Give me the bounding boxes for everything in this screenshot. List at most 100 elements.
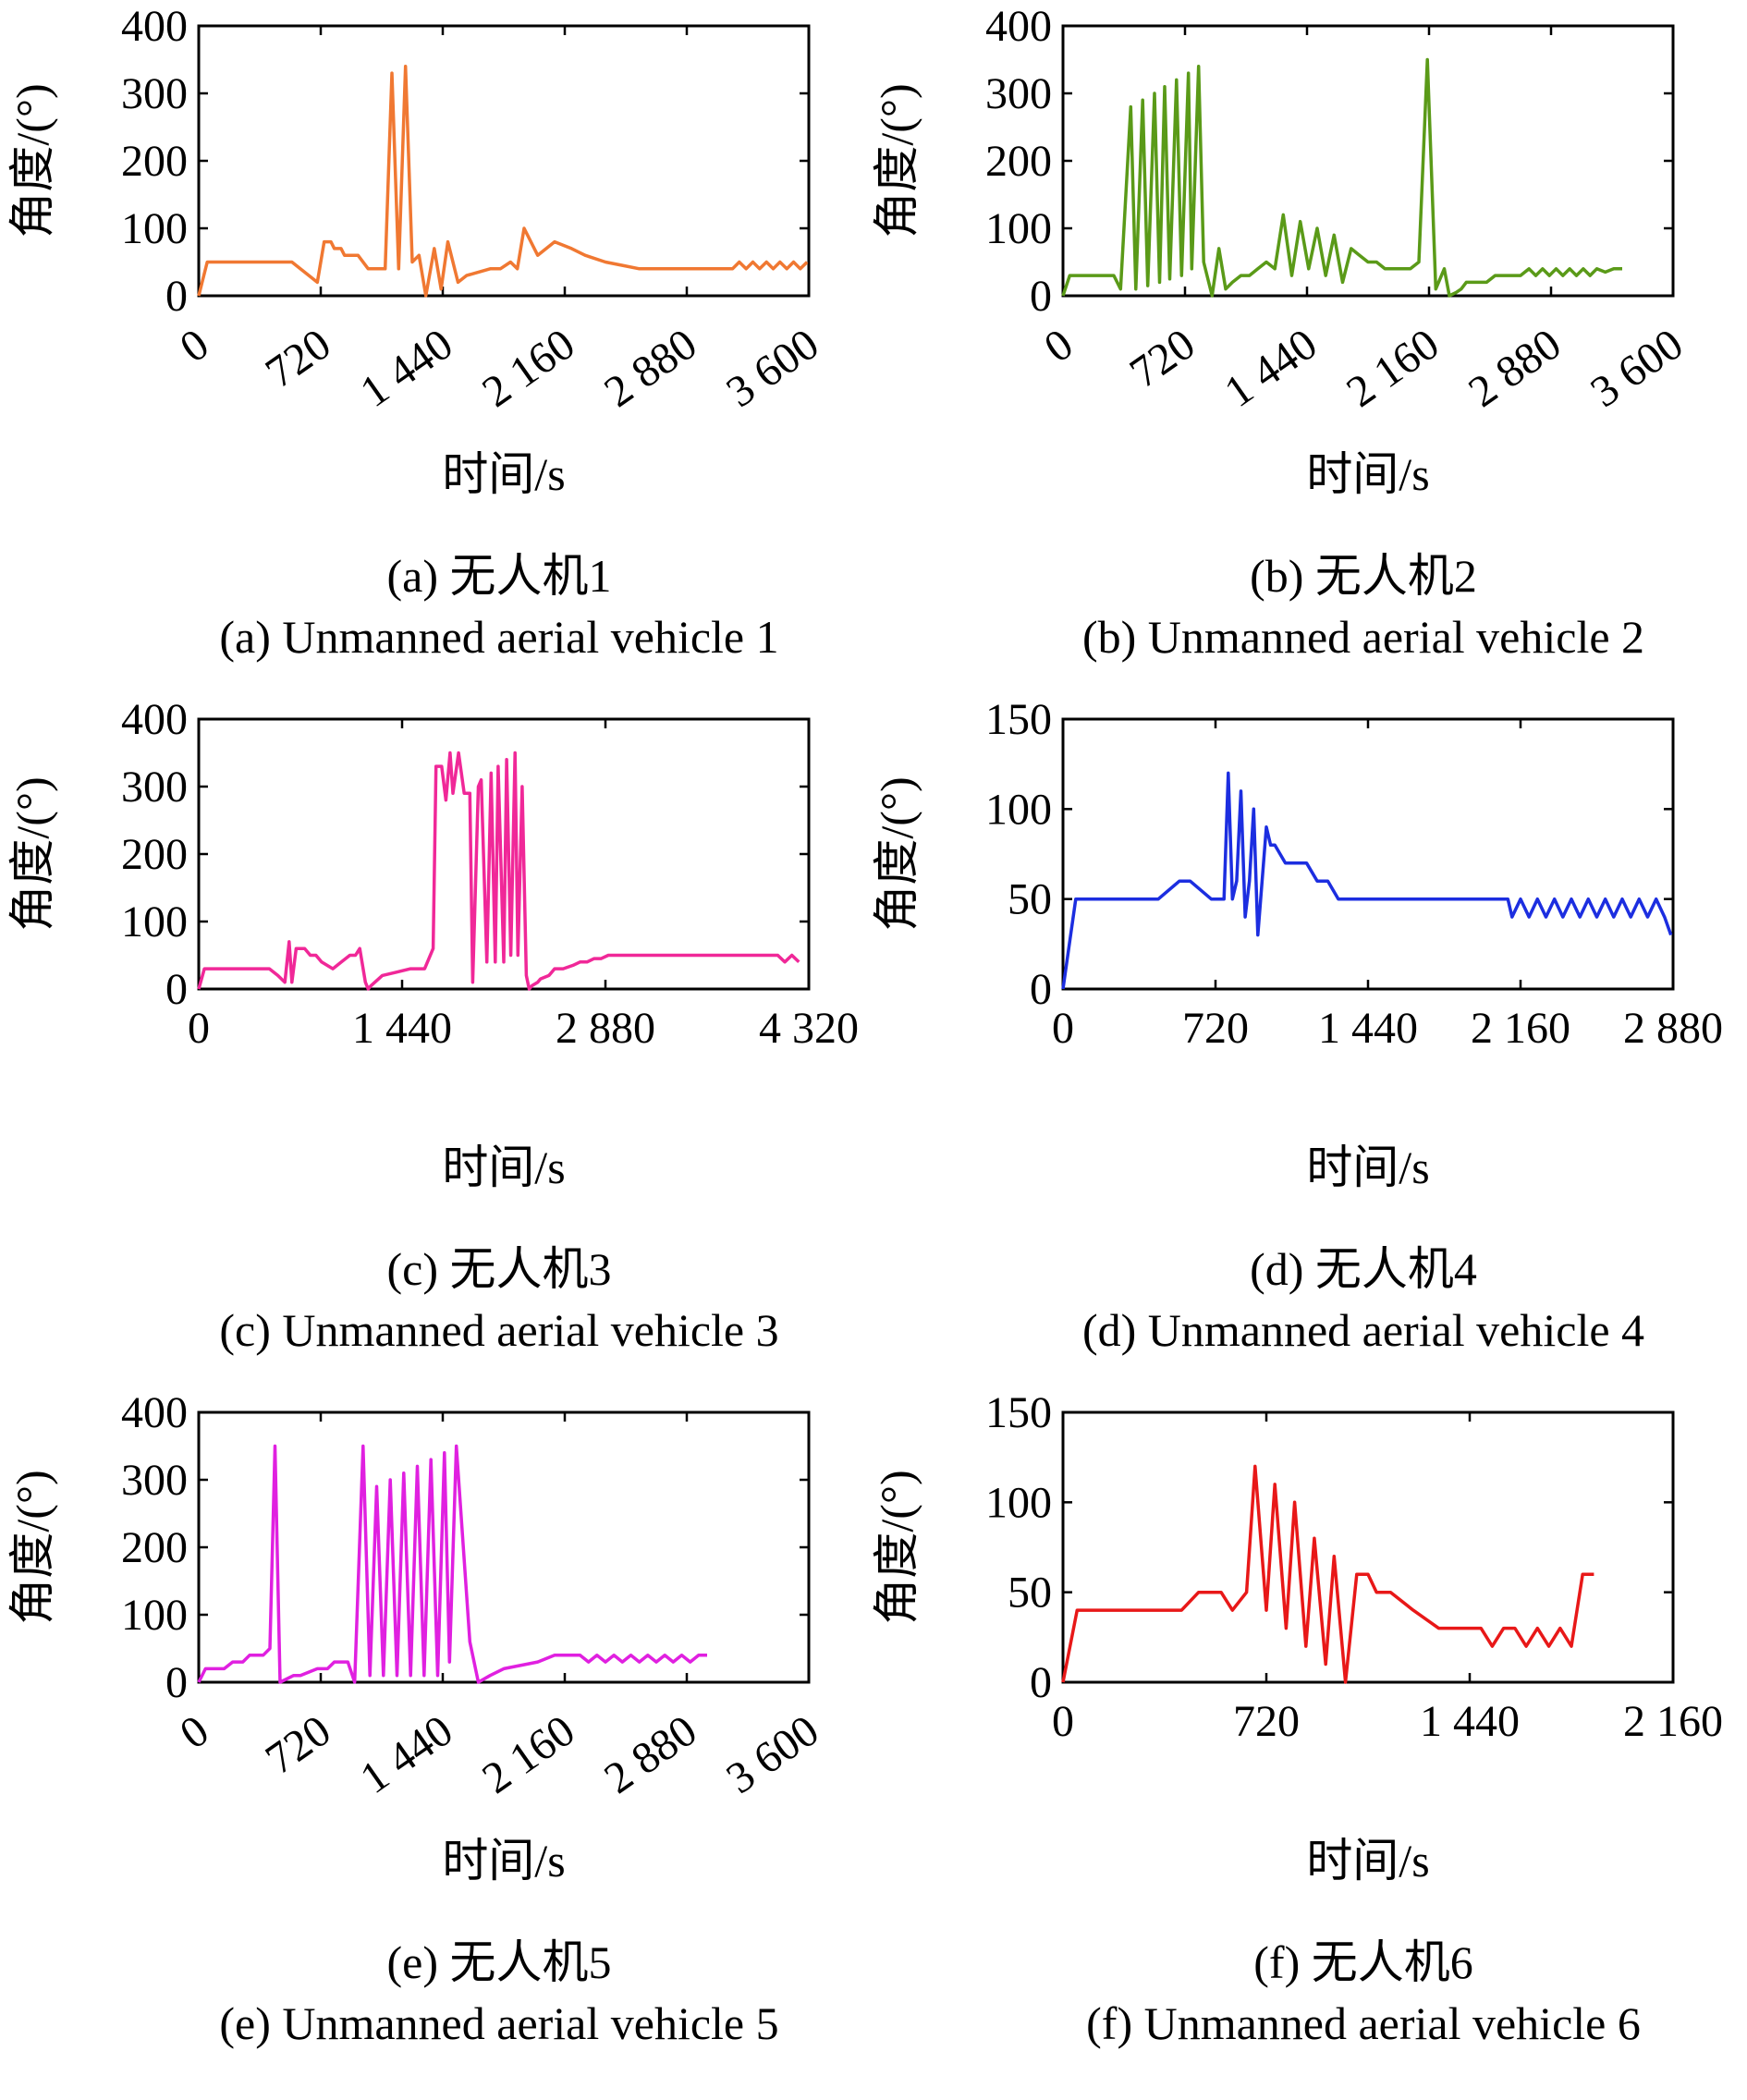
x-axis-label: 时间/s	[442, 448, 565, 500]
y-axis-label: 角度/(°)	[6, 776, 58, 931]
x-axis-label: 时间/s	[442, 1835, 565, 1886]
series-line-1	[197, 751, 800, 991]
x-tick-label: 720	[257, 320, 339, 398]
x-axis-label: 时间/s	[1306, 448, 1429, 500]
y-tick-label: 0	[1030, 1658, 1052, 1707]
y-tick-label: 400	[121, 1388, 188, 1437]
x-tick-label: 1 440	[351, 320, 461, 417]
chart-panel-6: 0 50 100 150 0 720 1 440 2 160 角度/(°) 时间/s (f) 无人机…	[871, 1388, 1723, 2049]
y-tick-label: 0	[165, 1658, 188, 1707]
y-tick-label: 0	[165, 272, 188, 321]
y-axis-label: 角度/(°)	[6, 1470, 58, 1624]
x-tick-label: 3 600	[717, 320, 827, 417]
chart-panel-1: 0 100 200 300 400 0 720 1 440 2 160 2 880 3 600 角度/…	[6, 2, 827, 663]
x-tick-label: 2 160	[1623, 1697, 1723, 1746]
x-tick-label: 2 160	[473, 320, 583, 417]
y-axis-label: 角度/(°)	[871, 83, 922, 238]
chart-panel-3: 0 100 200 300 400 0 1 440 2 880 4 320 角度/(°) 时间/s (…	[6, 695, 859, 1356]
y-tick-label: 100	[985, 1478, 1052, 1527]
x-tick-label: 2 160	[1338, 320, 1448, 417]
caption-chinese: (e) 无人机5	[387, 1936, 612, 1988]
caption-chinese: (c) 无人机3	[387, 1243, 612, 1295]
series-line-1	[1061, 771, 1673, 990]
plot-frame	[1061, 717, 1675, 991]
caption-chinese: (f) 无人机6	[1253, 1936, 1472, 1988]
y-tick-label: 200	[121, 137, 188, 186]
y-tick-label: 200	[121, 830, 188, 879]
y-tick-label: 0	[1030, 965, 1052, 1014]
plot-frame	[1061, 1410, 1675, 1684]
y-tick-label: 100	[121, 204, 188, 253]
caption-english: (c) Unmanned aerial vehicle 3	[219, 1304, 778, 1356]
x-tick-label: 3 600	[717, 1706, 827, 1803]
y-tick-label: 300	[121, 1456, 188, 1505]
y-tick-label: 50	[1008, 875, 1052, 924]
x-tick-label: 0	[171, 320, 217, 372]
y-tick-label: 300	[121, 763, 188, 812]
y-tick-label: 150	[985, 695, 1052, 744]
y-axis-label: 角度/(°)	[6, 83, 58, 238]
plot-frame	[197, 1410, 811, 1684]
chart-panel-4: 0 50 100 150 0 720 1 440 2 160 2 880 角度/(°) 时间/s (d…	[871, 695, 1723, 1356]
x-tick-label: 4 320	[759, 1004, 859, 1053]
y-tick-label: 400	[121, 695, 188, 744]
caption-english: (a) Unmanned aerial vehicle 1	[219, 611, 778, 663]
x-tick-label: 720	[1182, 1004, 1249, 1053]
y-tick-label: 100	[985, 204, 1052, 253]
x-tick-label: 1 440	[1216, 320, 1326, 417]
x-tick-label: 3 600	[1582, 320, 1692, 417]
x-tick-label: 1 440	[352, 1004, 452, 1053]
x-tick-label: 720	[257, 1706, 339, 1785]
y-tick-label: 400	[985, 2, 1052, 51]
x-axis-label: 时间/s	[442, 1142, 565, 1193]
x-tick-label: 720	[1233, 1697, 1300, 1746]
y-tick-label: 100	[121, 897, 188, 946]
series-line-1	[197, 1444, 707, 1684]
y-tick-label: 100	[121, 1591, 188, 1640]
y-tick-label: 400	[121, 2, 188, 51]
x-tick-label: 2 880	[595, 1706, 705, 1803]
plot-frame	[1061, 24, 1675, 298]
y-tick-label: 300	[121, 69, 188, 118]
caption-english: (d) Unmanned aerial vehicle 4	[1082, 1304, 1644, 1356]
x-tick-label: 2 880	[595, 320, 705, 417]
caption-chinese: (b) 无人机2	[1250, 550, 1477, 602]
series-line-1	[1061, 57, 1622, 298]
x-tick-label: 0	[1052, 1004, 1074, 1053]
x-tick-label: 2 880	[1460, 320, 1570, 417]
series-line-1	[197, 65, 809, 298]
x-tick-label: 2 880	[556, 1004, 655, 1053]
x-tick-label: 1 440	[351, 1706, 461, 1803]
caption-english: (e) Unmanned aerial vehicle 5	[219, 1997, 778, 2049]
y-axis-label: 角度/(°)	[871, 1470, 922, 1624]
y-tick-label: 0	[1030, 272, 1052, 321]
y-tick-label: 0	[165, 965, 188, 1014]
x-tick-label: 0	[1052, 1697, 1074, 1746]
x-tick-label: 0	[171, 1706, 217, 1759]
x-tick-label: 0	[1035, 320, 1081, 372]
x-tick-label: 2 880	[1623, 1004, 1723, 1053]
plot-frame	[197, 24, 811, 298]
x-tick-label: 720	[1121, 320, 1203, 398]
caption-chinese: (d) 无人机4	[1250, 1243, 1477, 1295]
series-line-1	[1061, 1464, 1594, 1684]
y-tick-label: 200	[985, 137, 1052, 186]
caption-english: (f) Unmanned aerial vehicle 6	[1086, 1997, 1641, 2049]
y-tick-label: 50	[1008, 1569, 1052, 1618]
chart-panel-2: 0 100 200 300 400 0 720 1 440 2 160 2 880 3 600 角度/…	[871, 2, 1692, 663]
caption-english: (b) Unmanned aerial vehicle 2	[1082, 611, 1644, 663]
x-tick-label: 1 440	[1420, 1697, 1520, 1746]
x-tick-label: 0	[188, 1004, 210, 1053]
y-tick-label: 300	[985, 69, 1052, 118]
x-axis-label: 时间/s	[1306, 1835, 1429, 1886]
caption-chinese: (a) 无人机1	[387, 550, 612, 602]
y-axis-label: 角度/(°)	[871, 776, 922, 931]
x-tick-label: 2 160	[473, 1706, 583, 1803]
y-tick-label: 100	[985, 785, 1052, 834]
x-tick-label: 1 440	[1318, 1004, 1418, 1053]
y-tick-label: 150	[985, 1388, 1052, 1437]
chart-panel-5: 0 100 200 300 400 0 720 1 440 2 160 2 880 3 600 角度/…	[6, 1388, 827, 2049]
x-axis-label: 时间/s	[1306, 1142, 1429, 1193]
y-tick-label: 200	[121, 1523, 188, 1572]
